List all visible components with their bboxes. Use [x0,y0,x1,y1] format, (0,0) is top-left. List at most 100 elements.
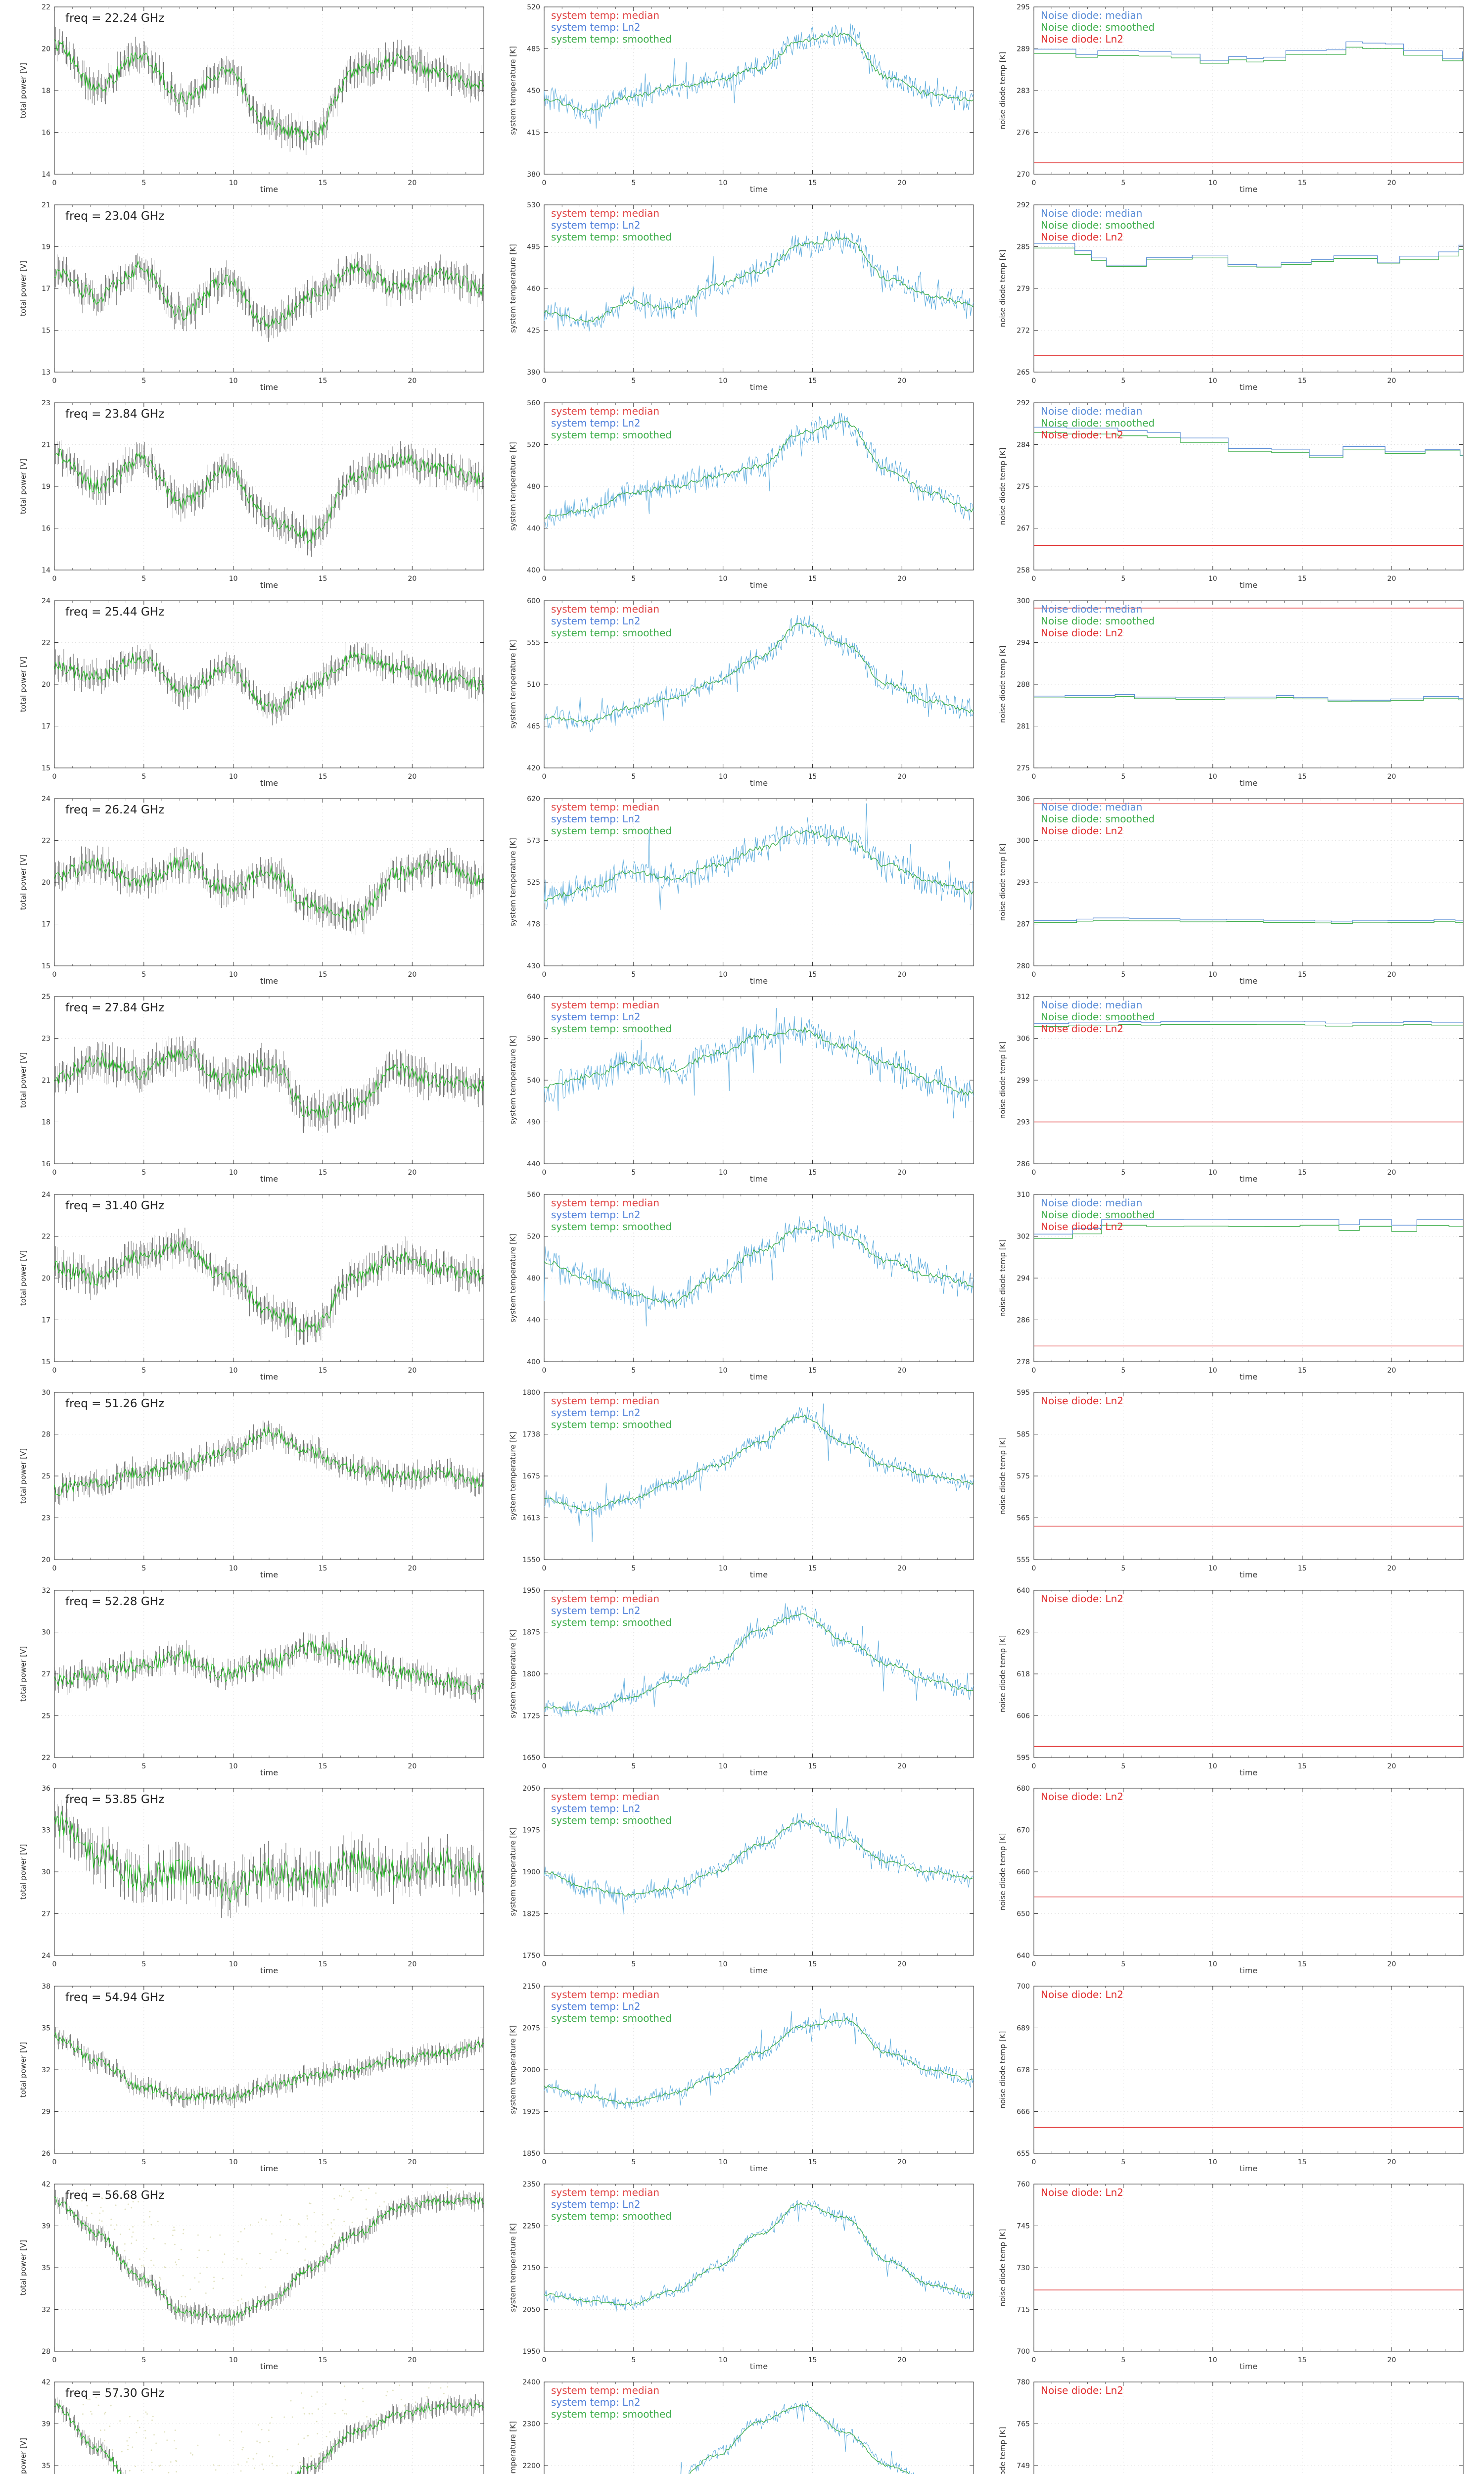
svg-text:490: 490 [527,1119,540,1127]
svg-text:Noise diode: smoothed: Noise diode: smoothed [1041,1209,1155,1221]
svg-text:20: 20 [897,773,906,781]
svg-text:Noise diode: Ln2: Noise diode: Ln2 [1041,627,1123,639]
svg-text:20: 20 [42,879,50,887]
svg-text:293: 293 [1017,1119,1030,1127]
svg-text:20: 20 [42,46,50,53]
svg-text:Noise diode: smoothed: Noise diode: smoothed [1041,615,1155,627]
panel-noise-diode-row8-svg: 0 5 10 15 20 555 565 575 585 595 time noise diode t… [994,1387,1469,1581]
svg-text:15: 15 [808,179,817,187]
svg-text:5: 5 [141,1762,146,1770]
svg-text:system temp: median: system temp: median [551,1197,659,1209]
svg-text:560: 560 [527,399,540,407]
svg-text:0: 0 [542,971,547,979]
svg-text:22: 22 [42,1233,50,1241]
svg-text:275: 275 [1017,764,1030,772]
svg-text:18: 18 [42,87,50,95]
svg-text:15: 15 [1298,575,1307,583]
svg-text:0: 0 [542,1367,547,1375]
svg-text:15: 15 [319,179,327,187]
svg-text:5: 5 [1121,1169,1125,1177]
svg-text:300: 300 [1017,837,1030,845]
svg-text:400: 400 [527,567,540,574]
svg-text:0: 0 [1032,377,1036,385]
svg-text:15: 15 [1298,1169,1307,1177]
svg-text:5: 5 [631,179,636,187]
svg-text:495: 495 [527,243,540,251]
svg-text:17: 17 [42,285,50,293]
svg-text:time: time [1240,580,1257,590]
panel-total-power-row11: 0 5 10 15 20 26 29 32 35 38 time total power [V] fre… [15,1979,490,2177]
svg-text:32: 32 [42,1587,50,1595]
svg-text:270: 270 [1017,171,1030,179]
svg-text:time: time [750,976,768,986]
svg-text:283: 283 [1017,87,1030,95]
panel-noise-diode-row7: 0 5 10 15 20 278 286 294 302 310 time noise diode t… [994,1188,1469,1385]
svg-text:485: 485 [527,46,540,53]
svg-text:420: 420 [527,764,540,772]
svg-text:10: 10 [719,1169,728,1177]
svg-text:Noise diode: median: Noise diode: median [1041,1197,1142,1209]
svg-text:480: 480 [527,483,540,491]
panel-system-temp-row7-svg: 0 5 10 15 20 400 440 480 520 560 time system temper… [505,1189,979,1383]
panel-noise-diode-row6-svg: 0 5 10 15 20 286 293 299 306 312 time noise diode t… [994,992,1469,1186]
svg-text:10: 10 [1208,179,1217,187]
svg-text:system temp: median: system temp: median [551,603,659,615]
svg-text:20: 20 [42,681,50,689]
svg-text:0: 0 [1032,1367,1036,1375]
svg-text:430: 430 [527,962,540,970]
svg-text:Noise diode: Ln2: Noise diode: Ln2 [1041,33,1123,45]
svg-text:system temp: median: system temp: median [551,1395,659,1407]
svg-text:20: 20 [897,1169,906,1177]
panel-noise-diode-row5-svg: 0 5 10 15 20 280 287 293 300 306 time noise diode t… [994,794,1469,988]
svg-text:5: 5 [631,971,636,979]
svg-text:system temp: smoothed: system temp: smoothed [551,33,672,45]
svg-text:292: 292 [1017,399,1030,407]
panel-system-temp-row3: 0 5 10 15 20 400 440 480 520 560 time system temper… [505,396,979,594]
svg-text:21: 21 [42,201,50,209]
svg-text:freq = 25.44 GHz: freq = 25.44 GHz [65,606,164,618]
svg-text:system temperature [K]: system temperature [K] [509,1431,517,1521]
svg-text:23: 23 [42,1515,50,1522]
svg-text:time: time [1240,1570,1257,1579]
panel-system-temp-row3-svg: 0 5 10 15 20 400 440 480 520 560 time system temper… [505,398,979,592]
svg-text:10: 10 [229,971,238,979]
svg-text:5: 5 [631,1565,636,1572]
svg-text:400: 400 [527,1358,540,1366]
svg-text:time: time [750,778,768,788]
panel-noise-diode-row8: 0 5 10 15 20 555 565 575 585 595 time noise diode t… [994,1385,1469,1583]
svg-text:time: time [750,1372,768,1381]
svg-text:1613: 1613 [522,1515,540,1522]
svg-text:585: 585 [1017,1431,1030,1439]
svg-text:300: 300 [1017,597,1030,605]
svg-text:10: 10 [719,575,728,583]
svg-text:freq = 31.40 GHz: freq = 31.40 GHz [65,1199,164,1212]
svg-text:time: time [750,1570,768,1579]
panel-noise-diode-row2: 0 5 10 15 20 265 272 279 285 292 time noise diode t… [994,198,1469,396]
svg-text:20: 20 [1387,773,1396,781]
svg-text:0: 0 [1032,179,1036,187]
svg-text:0: 0 [542,773,547,781]
svg-text:294: 294 [1017,1275,1030,1283]
svg-text:20: 20 [42,1275,50,1283]
svg-text:5: 5 [141,1565,146,1572]
svg-text:20: 20 [897,971,906,979]
svg-text:279: 279 [1017,285,1030,293]
svg-text:10: 10 [719,179,728,187]
svg-text:freq = 27.84 GHz: freq = 27.84 GHz [65,1001,164,1014]
svg-text:24: 24 [42,597,50,605]
svg-text:10: 10 [719,1367,728,1375]
svg-text:total power [V]: total power [V] [19,1052,28,1108]
svg-text:510: 510 [527,681,540,689]
svg-text:noise diode temp [K]: noise diode temp [K] [998,646,1007,723]
svg-text:20: 20 [1387,179,1396,187]
svg-text:284: 284 [1017,441,1030,449]
svg-text:system temperature [K]: system temperature [K] [509,838,517,927]
svg-text:20: 20 [1387,377,1396,385]
svg-text:10: 10 [229,575,238,583]
svg-text:20: 20 [1387,575,1396,583]
